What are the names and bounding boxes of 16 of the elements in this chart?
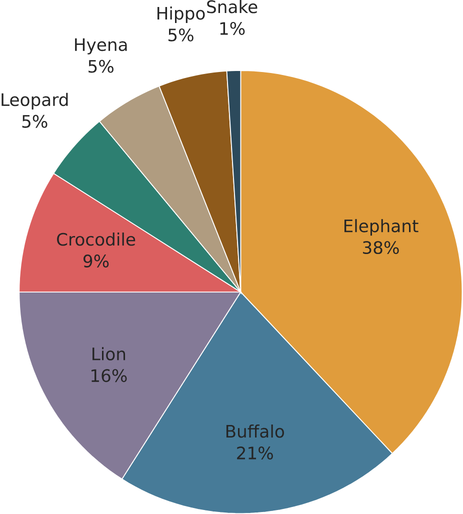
slice-label: Buffalo: [226, 424, 284, 438]
data-label: 5%: [88, 60, 114, 73]
slice-label: Lion: [92, 347, 126, 360]
data-label: 5%: [22, 114, 48, 128]
slice-label: Hippo: [158, 6, 205, 24]
slice-label: Elephant: [344, 219, 418, 236]
data-label: 21%: [237, 446, 274, 460]
slice-label: Hyena: [75, 38, 127, 54]
data-label: 38%: [363, 241, 399, 254]
data-label: 9%: [84, 254, 109, 268]
slice-label: Crocodile: [57, 232, 136, 246]
data-label: 1%: [220, 22, 245, 35]
data-label: 5%: [168, 28, 194, 42]
slice-label: Snake: [207, 0, 258, 14]
slice-label: Leopard: [2, 92, 68, 110]
data-label: 16%: [92, 369, 127, 382]
